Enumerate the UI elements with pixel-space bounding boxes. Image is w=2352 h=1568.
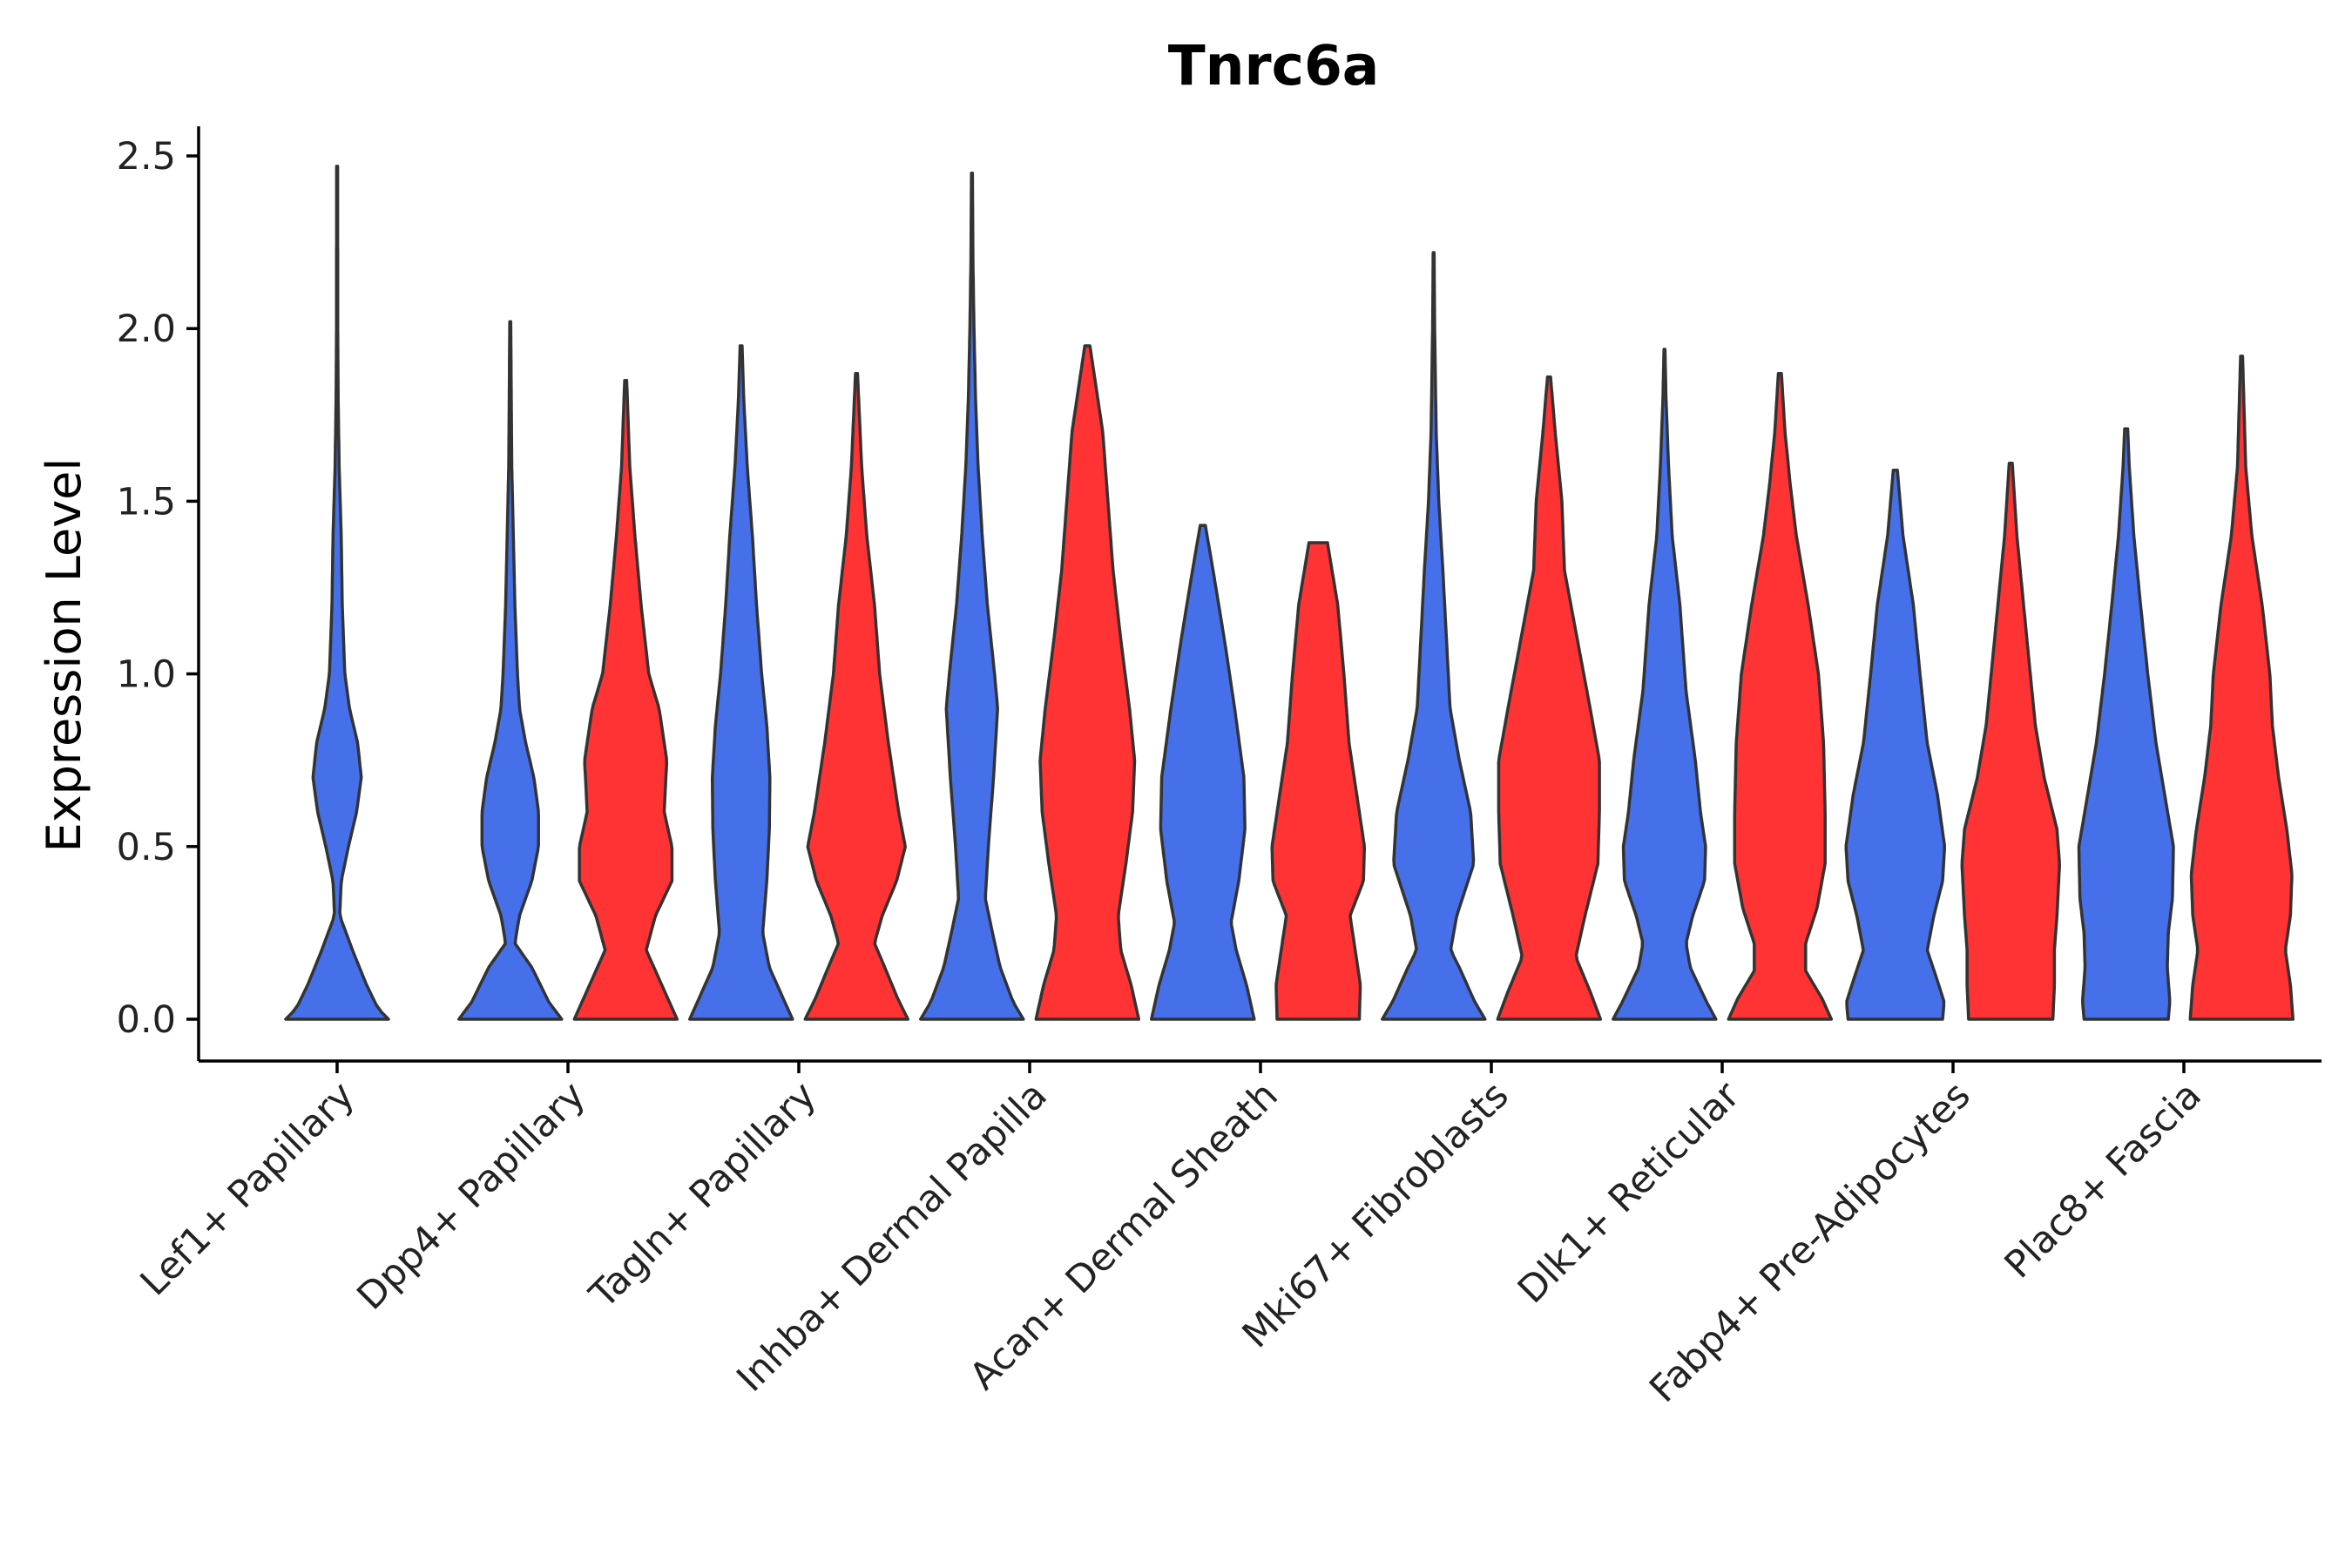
violin-layer	[284, 165, 2295, 1021]
x-tick-label: Plac8+ Fascia	[1997, 1073, 2210, 1287]
violin-7-group1	[1612, 348, 1718, 1021]
violin-1-group1	[284, 165, 390, 1021]
x-tick-label: Lef1+ Papillary	[132, 1073, 363, 1304]
violin-7-group2	[1727, 371, 1834, 1021]
violin-3-group1	[688, 344, 794, 1021]
x-tick-label: Tagln+ Papillary	[581, 1073, 825, 1317]
x-tick-label: Dpp4+ Papillary	[349, 1073, 594, 1318]
violin-9-group2	[2188, 355, 2295, 1021]
violin-6-group1	[1381, 251, 1487, 1021]
y-tick-label: 2.5	[117, 135, 176, 179]
violin-3-group2	[803, 371, 910, 1021]
violin-5-group1	[1150, 524, 1256, 1021]
y-tick-label: 0.5	[117, 826, 176, 869]
y-tick-label: 2.0	[117, 308, 176, 351]
violin-4-group2	[1034, 344, 1141, 1021]
x-tick-label: Dlk1+ Reticular	[1510, 1073, 1748, 1312]
x-tick-label: Mki67+ Fibroblasts	[1234, 1073, 1517, 1356]
y-tick-label: 1.5	[117, 480, 176, 524]
y-axis-label: Expression Level	[37, 458, 91, 853]
violin-2-group1	[457, 320, 564, 1021]
violin-5-group2	[1270, 541, 1367, 1021]
chart-title: Tnrc6a	[1168, 34, 1380, 98]
violin-9-group1	[2077, 427, 2175, 1021]
violin-8-group2	[1960, 462, 2061, 1021]
violin-4-group1	[919, 172, 1025, 1021]
y-tick-label: 0.0	[117, 998, 176, 1042]
violin-2-group2	[572, 378, 679, 1021]
violin-8-group1	[1844, 468, 1946, 1021]
y-tick-label: 1.0	[117, 653, 176, 697]
violin-6-group2	[1496, 375, 1603, 1021]
